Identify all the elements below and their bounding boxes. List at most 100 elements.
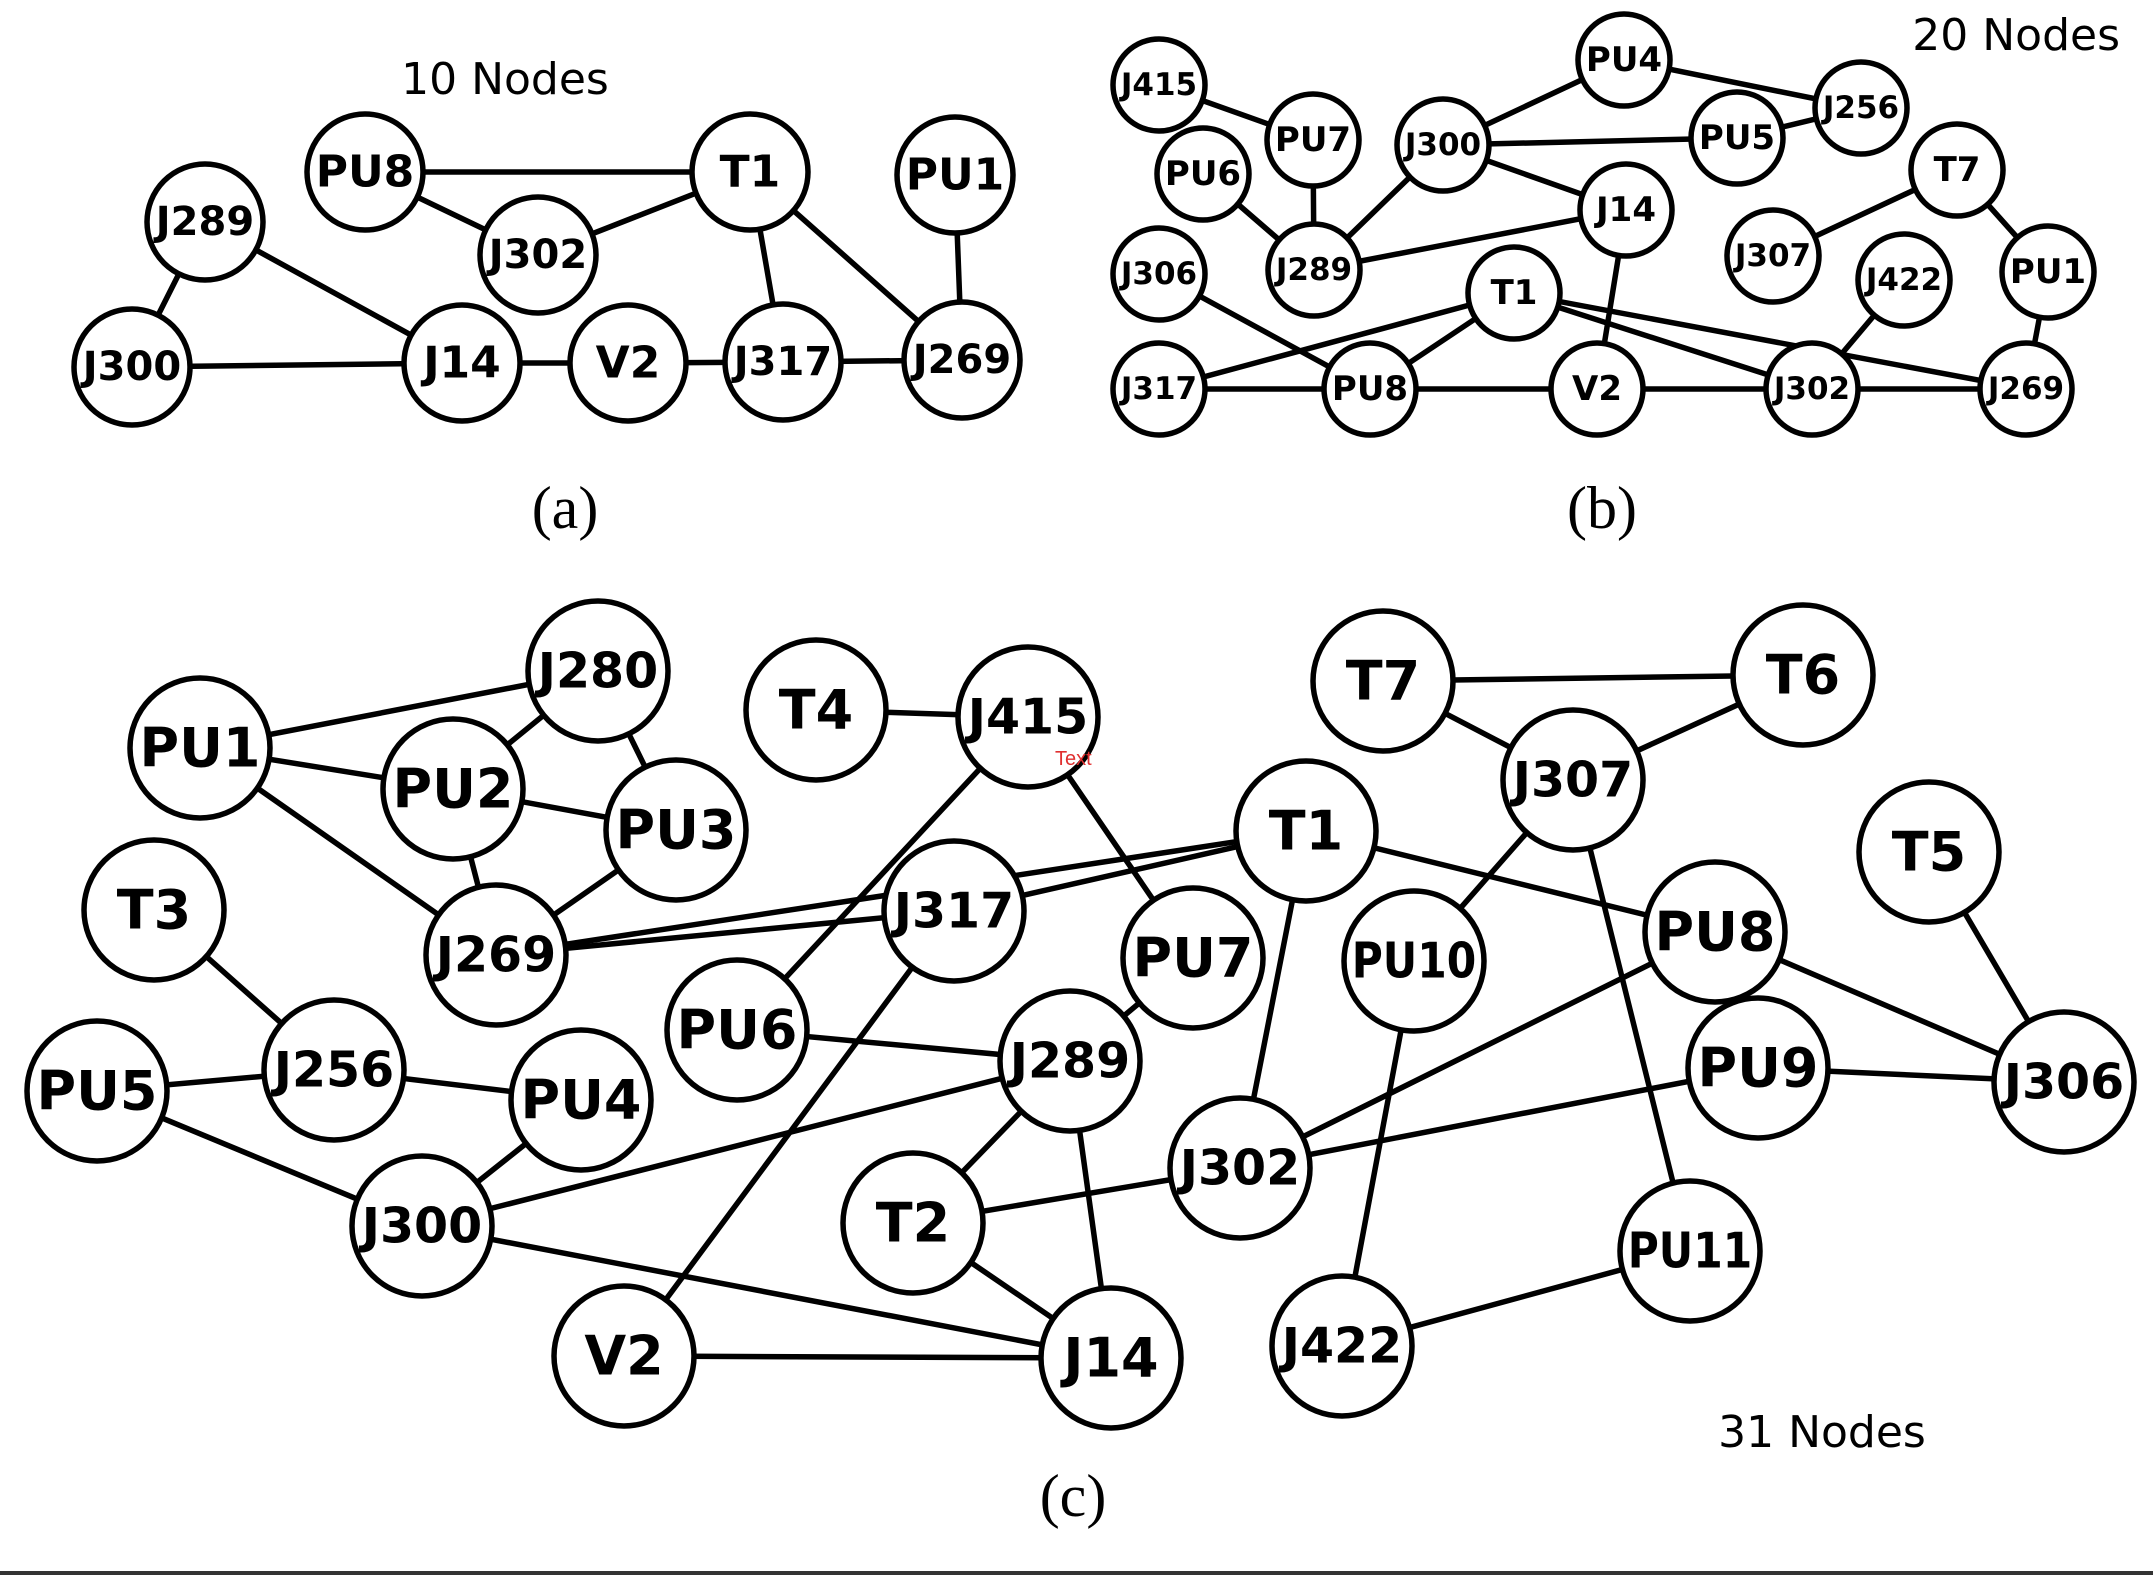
node-pu6: PU6 xyxy=(664,957,810,1103)
node-t2: T2 xyxy=(840,1150,986,1296)
node-label: T5 xyxy=(1892,821,1966,884)
node-pu7: PU7 xyxy=(1120,885,1266,1031)
node-circle xyxy=(881,838,1027,984)
node-j269: J269 xyxy=(1977,340,2075,438)
node-j302: J302 xyxy=(477,194,599,316)
node-label: J269 xyxy=(433,927,557,984)
node-label: J300 xyxy=(359,1198,483,1255)
node-j289: J289 xyxy=(1265,221,1363,319)
node-label: J256 xyxy=(271,1042,395,1099)
node-j415: J415 xyxy=(1110,36,1208,134)
node-label: PU3 xyxy=(616,799,737,862)
node-label: PU1 xyxy=(140,717,261,780)
node-j14: J14 xyxy=(1038,1285,1184,1431)
node-label: J14 xyxy=(1059,1327,1158,1390)
node-label: J415 xyxy=(1119,67,1197,103)
node-pu5: PU5 xyxy=(1688,89,1786,187)
node-pu8: PU8 xyxy=(1321,340,1419,438)
node-label: J269 xyxy=(1986,371,2064,407)
node-circle xyxy=(1855,231,1953,329)
node-pu6: PU6 xyxy=(1154,125,1252,223)
node-j302: J302 xyxy=(1763,340,1861,438)
node-circle xyxy=(1465,244,1563,342)
node-circle xyxy=(1724,207,1822,305)
node-label: J422 xyxy=(1864,262,1942,298)
node-label: V2 xyxy=(1572,369,1622,409)
edge-t1-j302 xyxy=(1511,290,1815,392)
node-circle xyxy=(71,306,193,428)
node-circle xyxy=(1154,125,1252,223)
node-label: T1 xyxy=(1491,273,1538,313)
panel-a-node-count: 10 Nodes xyxy=(401,54,609,105)
node-circle xyxy=(1763,340,1861,438)
node-label: V2 xyxy=(584,1325,663,1388)
node-pu3: PU3 xyxy=(603,757,749,903)
node-label: J307 xyxy=(1733,238,1811,274)
nodes-panel-a: PU8 T1 PU1 J289 J302 J300 J14 V2 J317 J269 xyxy=(71,111,1023,428)
edge-j300-pu5 xyxy=(1440,135,1740,148)
node-j422: J422 xyxy=(1855,231,1953,329)
node-circle xyxy=(1548,340,1646,438)
node-circle xyxy=(1265,221,1363,319)
edge-j300-j289 xyxy=(419,1058,1073,1229)
edge-t1-j269 xyxy=(1511,290,2029,392)
node-pu9: PU9 xyxy=(1685,995,1831,1141)
node-label: J256 xyxy=(1821,90,1899,126)
panel-b: J415 PU4 J256 PU7 J300 PU5 PU6 T7 J14 J306 J289 J30… xyxy=(1110,10,2120,541)
node-j269: J269 xyxy=(901,299,1023,421)
node-pu8: PU8 xyxy=(1642,859,1788,1005)
node-j317: J317 xyxy=(722,301,844,423)
node-label: J289 xyxy=(1007,1033,1131,1090)
node-v2: V2 xyxy=(567,302,689,424)
node-pu2: PU2 xyxy=(380,716,526,862)
node-j317: J317 xyxy=(1110,340,1208,438)
node-j307: J307 xyxy=(1500,707,1646,853)
node-circle xyxy=(1120,885,1266,1031)
node-j300: J300 xyxy=(71,306,193,428)
node-circle xyxy=(840,1150,986,1296)
node-circle xyxy=(664,957,810,1103)
node-pu11: PU11 xyxy=(1617,1178,1763,1324)
node-j415: J415 xyxy=(955,644,1101,790)
node-circle xyxy=(551,1283,697,1429)
node-circle xyxy=(1856,779,2002,925)
node-label: PU9 xyxy=(1698,1037,1819,1100)
node-label: T1 xyxy=(1269,800,1343,863)
node-circle xyxy=(1908,121,2006,219)
node-label: J317 xyxy=(731,339,832,385)
nodes-panel-b: J415 PU4 J256 PU7 J300 PU5 PU6 T7 J14 J306 J289 J30… xyxy=(1110,11,2097,438)
node-j256: J256 xyxy=(1812,59,1910,157)
node-label: PU4 xyxy=(1586,40,1662,80)
node-circle xyxy=(1321,340,1419,438)
edge-pu9-j302 xyxy=(1237,1065,1761,1171)
node-label: J317 xyxy=(1119,371,1197,407)
panel-c-stray-text: Text xyxy=(1055,748,1092,770)
node-circle xyxy=(477,194,599,316)
node-pu10: PU10 xyxy=(1341,888,1487,1034)
node-label: J269 xyxy=(910,337,1011,383)
node-circle xyxy=(1577,161,1675,259)
node-label: PU7 xyxy=(1133,927,1254,990)
node-label: PU1 xyxy=(2010,252,2086,292)
node-label: J300 xyxy=(80,344,181,390)
node-j307: J307 xyxy=(1724,207,1822,305)
node-label: T3 xyxy=(117,879,191,942)
node-label: J415 xyxy=(965,689,1089,746)
node-j14: J14 xyxy=(1577,161,1675,259)
node-label: T7 xyxy=(1934,150,1981,190)
node-label: PU8 xyxy=(1655,901,1776,964)
node-j306: J306 xyxy=(1991,1009,2137,1155)
node-pu1: PU1 xyxy=(1999,223,2097,321)
panel-b-node-count: 20 Nodes xyxy=(1912,10,2120,61)
node-circle xyxy=(401,302,523,424)
panel-c: J280 T4 J415 T7 T6 PU1 PU2 J307 PU3 T1 T5 T3 J317 J26… xyxy=(24,598,2137,1529)
node-label: PU6 xyxy=(677,999,798,1062)
node-circle xyxy=(955,644,1101,790)
node-circle xyxy=(603,757,749,903)
node-circle xyxy=(1500,707,1646,853)
node-circle xyxy=(1110,36,1208,134)
node-j289: J289 xyxy=(144,161,266,283)
node-label: J306 xyxy=(2001,1054,2125,1111)
node-t1: T1 xyxy=(1233,758,1379,904)
